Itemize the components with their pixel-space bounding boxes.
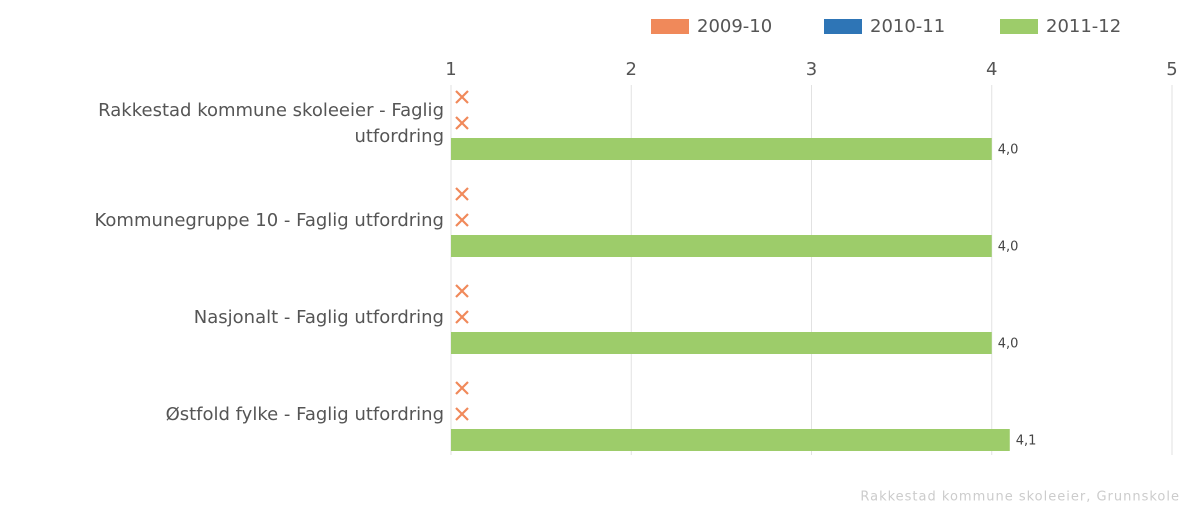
x-tick-label: 4 [986, 59, 997, 80]
missing-marker [455, 310, 469, 324]
y-tick-label: Nasjonalt - Faglig utfordring [194, 307, 444, 328]
x-tick-label: 2 [626, 59, 637, 80]
value-label: 4,0 [998, 240, 1019, 255]
value-label: 4,1 [1016, 434, 1037, 449]
value-label: 4,0 [998, 143, 1019, 158]
missing-marker [455, 381, 469, 395]
legend-label: 2009-10 [697, 16, 772, 37]
missing-marker [455, 284, 469, 298]
x-tick-label: 3 [806, 59, 817, 80]
legend-swatch [824, 19, 862, 34]
y-tick-label: Rakkestad kommune skoleeier - Faglig utfo… [98, 100, 444, 147]
y-tick-label: Østfold fylke - Faglig utfordring [166, 404, 444, 425]
source-note: Rakkestad kommune skoleeier, Grunnskole [860, 490, 1180, 505]
x-tick-label: 1 [445, 59, 456, 80]
y-tick-label: Kommunegruppe 10 - Faglig utfordring [95, 210, 444, 231]
legend-swatch [1000, 19, 1038, 34]
bar [451, 332, 992, 354]
missing-marker [455, 90, 469, 104]
bar [451, 138, 992, 160]
legend-label: 2011-12 [1046, 16, 1121, 37]
legend-label: 2010-11 [870, 16, 945, 37]
missing-marker [455, 116, 469, 130]
x-tick-label: 5 [1166, 59, 1177, 80]
missing-marker [455, 213, 469, 227]
missing-marker [455, 407, 469, 421]
legend-swatch [651, 19, 689, 34]
value-label: 4,0 [998, 337, 1019, 352]
missing-marker [455, 187, 469, 201]
bar [451, 429, 1010, 451]
bar [451, 235, 992, 257]
